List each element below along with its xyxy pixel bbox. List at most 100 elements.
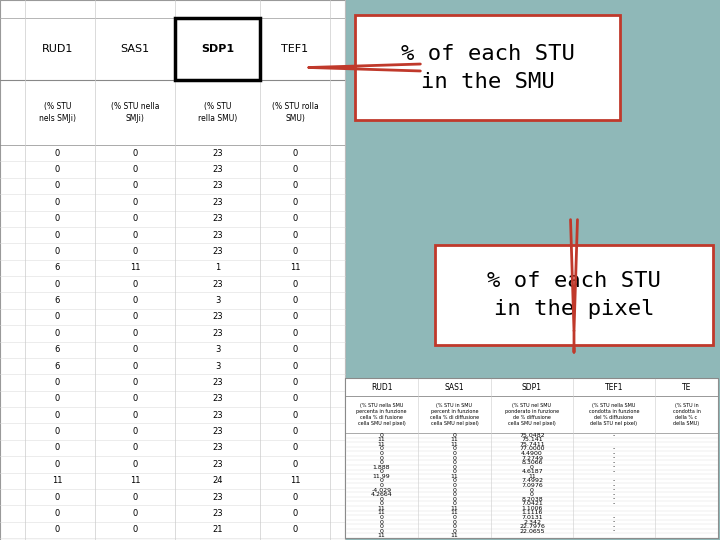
Text: 4.2664: 4.2664 — [371, 492, 392, 497]
Text: 0: 0 — [132, 198, 138, 207]
Text: -: - — [613, 488, 615, 492]
Text: 23: 23 — [212, 165, 222, 174]
Text: 7.0131: 7.0131 — [521, 515, 543, 520]
Text: 6: 6 — [55, 264, 60, 272]
Text: 0: 0 — [132, 362, 138, 370]
Text: 1: 1 — [215, 264, 220, 272]
Text: 0: 0 — [453, 447, 456, 451]
Text: 0: 0 — [453, 529, 456, 534]
Text: 1.888: 1.888 — [373, 465, 390, 470]
Text: 6: 6 — [55, 362, 60, 370]
Text: 0: 0 — [292, 313, 297, 321]
Text: 0: 0 — [292, 247, 297, 256]
Text: 11: 11 — [451, 506, 459, 511]
Text: 0: 0 — [292, 492, 297, 502]
Text: -: - — [613, 519, 615, 524]
Text: 0: 0 — [292, 443, 297, 453]
Text: 0: 0 — [453, 478, 456, 483]
Text: 1.1116: 1.1116 — [521, 510, 543, 515]
Text: SAS1: SAS1 — [445, 382, 464, 392]
Text: 2.342: 2.342 — [523, 519, 541, 524]
Text: 0: 0 — [453, 433, 456, 438]
Text: 0: 0 — [132, 165, 138, 174]
Text: (% STU
nels SMJi): (% STU nels SMJi) — [39, 103, 76, 123]
Text: 75.0482: 75.0482 — [519, 433, 545, 438]
Text: 23: 23 — [212, 460, 222, 469]
Text: 24: 24 — [212, 476, 222, 485]
Text: 0: 0 — [132, 378, 138, 387]
Text: -: - — [613, 483, 615, 488]
Text: 3: 3 — [215, 345, 220, 354]
Text: 23: 23 — [212, 394, 222, 403]
Text: 7.0421: 7.0421 — [521, 501, 543, 507]
Text: 0: 0 — [55, 427, 60, 436]
Text: 0: 0 — [292, 329, 297, 338]
Bar — [175, 18, 260, 80]
Text: 0: 0 — [292, 345, 297, 354]
Text: 8.2038: 8.2038 — [521, 497, 543, 502]
Text: 11: 11 — [377, 510, 385, 515]
Text: 0: 0 — [55, 411, 60, 420]
Text: -: - — [613, 492, 615, 497]
Text: 0: 0 — [132, 280, 138, 289]
Text: 0: 0 — [379, 451, 384, 456]
Text: 6: 6 — [55, 296, 60, 305]
Text: 0: 0 — [55, 460, 60, 469]
Text: 0: 0 — [292, 198, 297, 207]
Text: 0: 0 — [379, 529, 384, 534]
Text: 0: 0 — [453, 465, 456, 470]
Text: 0: 0 — [55, 280, 60, 289]
Text: 0: 0 — [132, 247, 138, 256]
Text: -: - — [613, 447, 615, 451]
Text: 0: 0 — [55, 231, 60, 240]
Text: 0: 0 — [453, 460, 456, 465]
Text: 0: 0 — [379, 497, 384, 502]
Text: 11: 11 — [289, 476, 300, 485]
Text: 0: 0 — [530, 465, 534, 470]
Text: 23: 23 — [212, 329, 222, 338]
Text: 0: 0 — [55, 214, 60, 223]
Text: 3: 3 — [215, 362, 220, 370]
Text: 0: 0 — [132, 394, 138, 403]
Text: -: - — [613, 529, 615, 534]
Text: 0: 0 — [55, 525, 60, 534]
Text: 0: 0 — [379, 447, 384, 451]
Text: (% STU nella SMU
condotta in funzione
del % diffusione
della STU nel pixel): (% STU nella SMU condotta in funzione de… — [589, 403, 639, 426]
Text: 23: 23 — [212, 198, 222, 207]
Text: (% STU
rella SMU): (% STU rella SMU) — [198, 103, 237, 123]
Bar — [355, 15, 620, 120]
Text: 11: 11 — [130, 476, 140, 485]
Text: 0: 0 — [453, 488, 456, 492]
Text: SDP1: SDP1 — [201, 44, 234, 54]
Text: 75.141: 75.141 — [521, 437, 543, 442]
Text: 0: 0 — [132, 345, 138, 354]
Text: 0: 0 — [530, 488, 534, 492]
Text: 0: 0 — [132, 296, 138, 305]
Text: 23: 23 — [212, 247, 222, 256]
Text: 0: 0 — [132, 492, 138, 502]
Text: 0: 0 — [292, 165, 297, 174]
Text: 4.6187: 4.6187 — [521, 469, 543, 474]
Text: 0: 0 — [55, 492, 60, 502]
Text: 8.3066: 8.3066 — [521, 460, 543, 465]
Text: 11: 11 — [53, 476, 63, 485]
Text: 0: 0 — [132, 148, 138, 158]
Text: 0: 0 — [292, 280, 297, 289]
Text: 0: 0 — [55, 165, 60, 174]
Text: 0: 0 — [379, 460, 384, 465]
Text: 0: 0 — [132, 231, 138, 240]
Text: 23: 23 — [212, 214, 222, 223]
Text: 0: 0 — [132, 329, 138, 338]
Text: 0: 0 — [132, 509, 138, 518]
Text: -: - — [613, 478, 615, 483]
Text: 11: 11 — [377, 533, 385, 538]
Text: 0: 0 — [55, 394, 60, 403]
Text: RUD1: RUD1 — [371, 382, 392, 392]
Text: 0: 0 — [453, 469, 456, 474]
Text: 4.4900: 4.4900 — [521, 451, 543, 456]
Text: 0: 0 — [379, 469, 384, 474]
Text: 0: 0 — [530, 492, 534, 497]
Text: 11: 11 — [451, 474, 459, 479]
Text: RUD1: RUD1 — [42, 44, 73, 54]
Text: 0: 0 — [379, 433, 384, 438]
